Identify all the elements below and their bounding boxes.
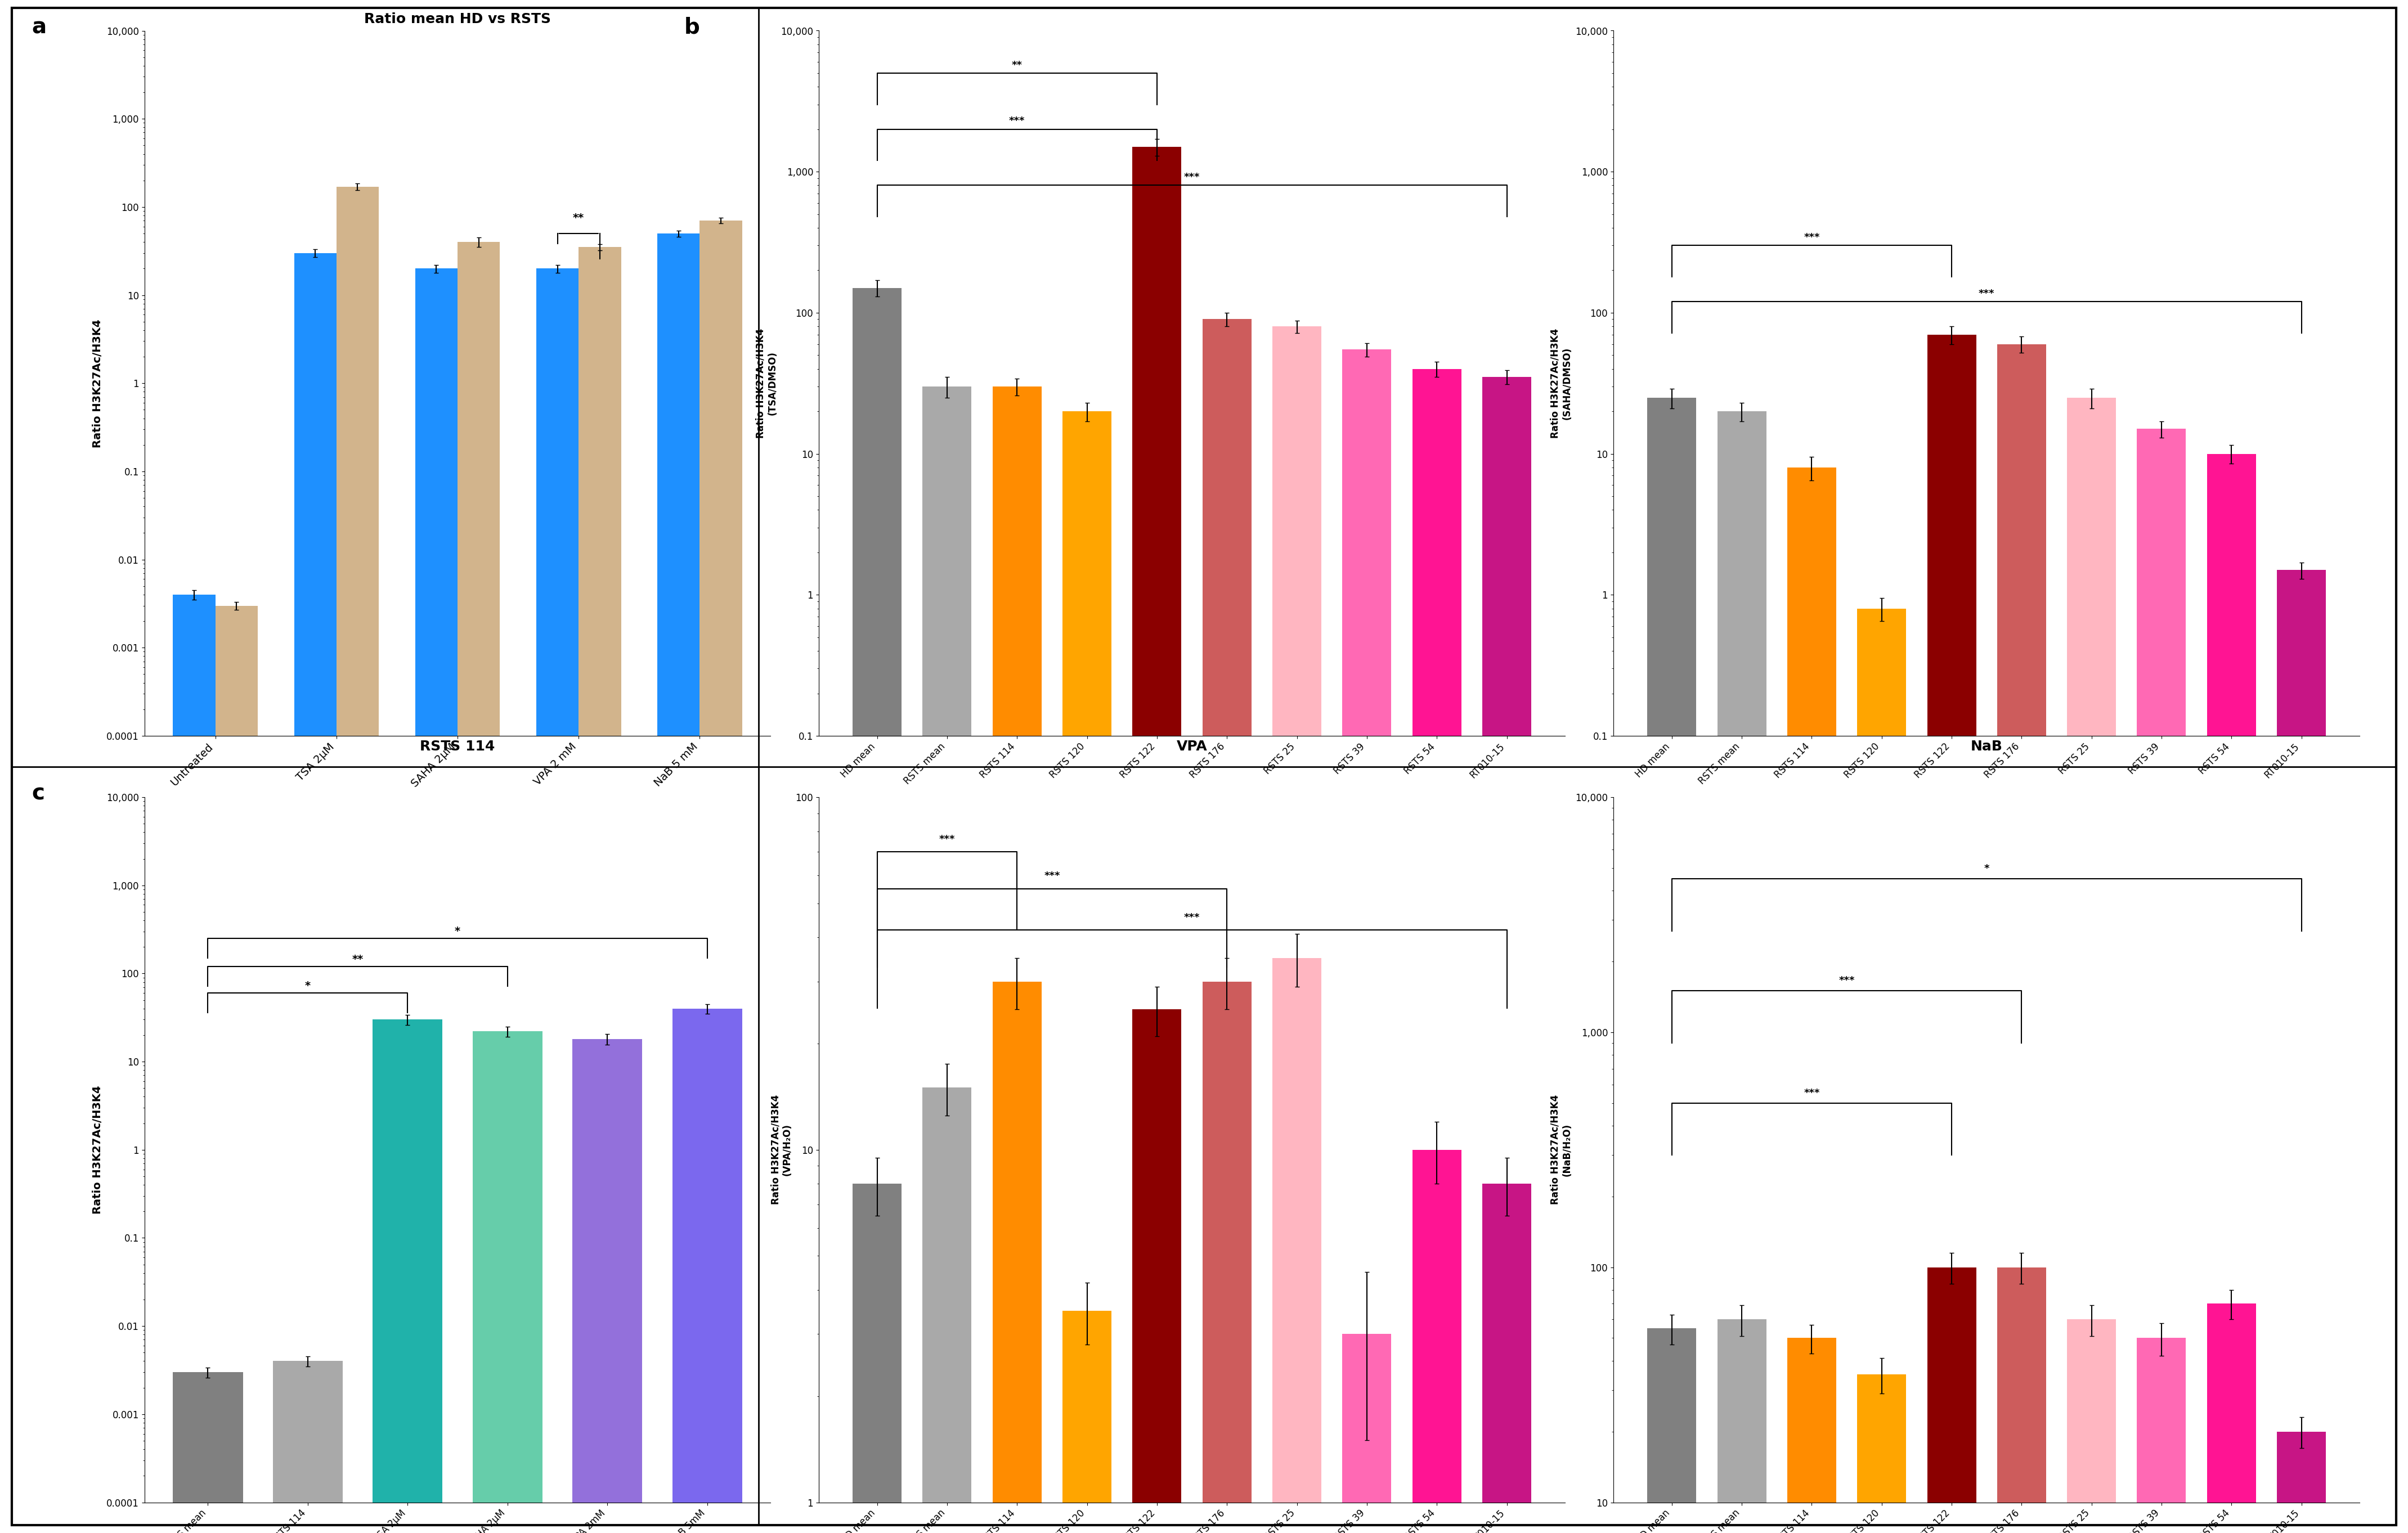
Bar: [458, 242, 501, 1533]
Text: a: a: [31, 17, 46, 38]
Bar: [1926, 334, 1977, 1533]
Text: ***: ***: [1804, 233, 1820, 242]
Bar: [1202, 981, 1252, 1533]
Bar: [992, 981, 1043, 1533]
Title: NaB: NaB: [1970, 739, 2003, 753]
Text: **: **: [573, 213, 585, 224]
Bar: [2136, 429, 2186, 1533]
Bar: [1413, 1150, 1462, 1533]
Bar: [1647, 397, 1695, 1533]
Text: **: **: [352, 954, 364, 964]
Bar: [472, 1032, 542, 1533]
Bar: [214, 606, 258, 1533]
Bar: [173, 595, 214, 1533]
Bar: [537, 268, 578, 1533]
Bar: [1062, 1311, 1112, 1533]
Bar: [1787, 468, 1837, 1533]
Y-axis label: Ratio H3K27Ac/H3K4
(VPA/H₂O): Ratio H3K27Ac/H3K4 (VPA/H₂O): [771, 1095, 792, 1205]
Text: ***: ***: [939, 834, 956, 845]
Y-axis label: Ratio H3K27Ac/H3K4: Ratio H3K27Ac/H3K4: [92, 319, 104, 448]
Bar: [1857, 1375, 1907, 1533]
Bar: [2208, 1303, 2256, 1533]
Y-axis label: Ratio H3K27Ac/H3K4
(TSA/DMSO): Ratio H3K27Ac/H3K4 (TSA/DMSO): [756, 328, 778, 438]
Bar: [1062, 411, 1112, 1533]
Title: Ratio mean HD vs RSTS: Ratio mean HD vs RSTS: [364, 12, 551, 26]
Bar: [1996, 343, 2047, 1533]
Bar: [1857, 609, 1907, 1533]
Text: *: *: [306, 981, 311, 992]
Bar: [1647, 1328, 1695, 1533]
Bar: [573, 1039, 643, 1533]
Text: ***: ***: [1185, 912, 1199, 923]
Text: *: *: [1984, 863, 1989, 874]
Text: ***: ***: [1804, 1088, 1820, 1098]
Text: ***: ***: [1045, 871, 1060, 881]
Text: b: b: [684, 17, 701, 38]
Bar: [1132, 147, 1182, 1533]
Title: RSTS 114: RSTS 114: [419, 739, 496, 753]
Bar: [852, 1183, 901, 1533]
Bar: [1202, 319, 1252, 1533]
Bar: [852, 288, 901, 1533]
Bar: [373, 1019, 443, 1533]
Bar: [414, 268, 458, 1533]
Bar: [922, 386, 970, 1533]
Text: ***: ***: [1840, 975, 1854, 986]
Bar: [1413, 369, 1462, 1533]
Y-axis label: Ratio H3K27Ac/H3K4
(NaB/H₂O): Ratio H3K27Ac/H3K4 (NaB/H₂O): [1551, 1095, 1572, 1205]
Bar: [1483, 377, 1531, 1533]
Bar: [1132, 1009, 1182, 1533]
Bar: [922, 1087, 970, 1533]
Text: ***: ***: [1185, 172, 1199, 182]
Bar: [1271, 327, 1322, 1533]
Y-axis label: Ratio H3K27Ac/H3K4: Ratio H3K27Ac/H3K4: [92, 1085, 104, 1214]
Bar: [1717, 1320, 1765, 1533]
Bar: [1483, 1183, 1531, 1533]
Bar: [1271, 958, 1322, 1533]
Text: ***: ***: [1009, 117, 1026, 126]
Bar: [2278, 570, 2326, 1533]
Text: c: c: [31, 783, 46, 805]
Bar: [1996, 1268, 2047, 1533]
Text: **: **: [1011, 60, 1023, 71]
Text: *: *: [455, 926, 460, 937]
Bar: [2066, 1320, 2117, 1533]
Bar: [2208, 454, 2256, 1533]
Text: ***: ***: [1979, 288, 1994, 299]
Bar: [173, 1372, 243, 1533]
Bar: [2278, 1432, 2326, 1533]
Bar: [701, 221, 742, 1533]
Bar: [657, 233, 701, 1533]
Bar: [1341, 350, 1392, 1533]
Bar: [2066, 397, 2117, 1533]
Bar: [992, 386, 1043, 1533]
Bar: [1787, 1338, 1837, 1533]
Bar: [1717, 411, 1765, 1533]
Bar: [672, 1009, 742, 1533]
Bar: [1341, 1334, 1392, 1533]
Bar: [578, 247, 621, 1533]
Bar: [1926, 1268, 1977, 1533]
Y-axis label: Ratio H3K27Ac/H3K4
(SAHA/DMSO): Ratio H3K27Ac/H3K4 (SAHA/DMSO): [1551, 328, 1572, 438]
Bar: [272, 1361, 342, 1533]
Bar: [2136, 1338, 2186, 1533]
Title: VPA: VPA: [1178, 739, 1206, 753]
Bar: [294, 253, 337, 1533]
Bar: [337, 187, 378, 1533]
